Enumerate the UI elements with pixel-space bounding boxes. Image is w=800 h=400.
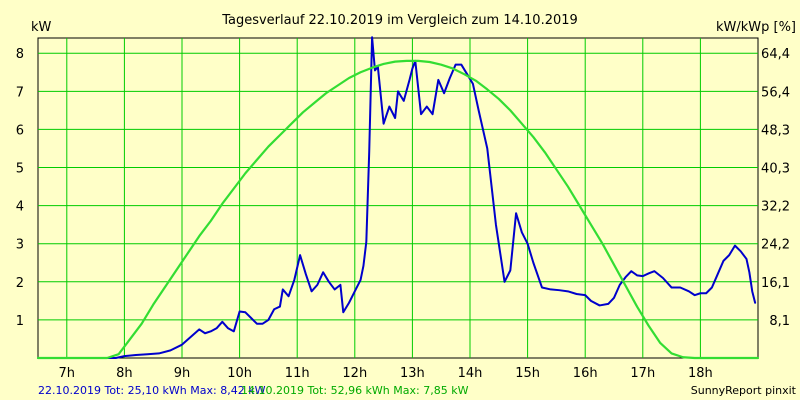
footer-series-2-summary: 14.10.2019 Tot: 52,96 kWh Max: 7,85 kW (241, 384, 469, 397)
left-y-tick-label: 4 (16, 200, 24, 215)
x-tick-label: 8h (116, 366, 133, 381)
axis-layer: 7h 8h 9h 10h 11h 12h 13h 14h 15h 16h 17h 18h 1 2 3 4 5 6 7… (16, 47, 790, 381)
series-14-10-2019-line (36, 59, 760, 360)
right-y-tick-label: 64,4 (761, 47, 790, 62)
right-y-tick-label: 56,4 (761, 85, 790, 100)
x-tick-label: 13h (400, 366, 425, 381)
right-y-tick-label: 8,1 (769, 314, 790, 329)
left-y-tick-label: 3 (16, 238, 24, 253)
footer-credit: SunnyReport pinxit (691, 384, 797, 397)
x-tick-label: 10h (227, 366, 252, 381)
x-tick-label: 14h (458, 366, 483, 381)
left-y-tick-label: 2 (16, 276, 24, 291)
left-y-tick-label: 7 (16, 85, 24, 100)
x-tick-label: 17h (630, 366, 655, 381)
right-axis-unit: kW/kWp [%] (716, 20, 796, 35)
plot-area-border (37, 37, 759, 359)
series-layer (36, 36, 760, 360)
left-axis-unit: kW (31, 20, 52, 35)
grid-layer (37, 37, 759, 359)
left-y-tick-label: 8 (16, 47, 24, 62)
footer-series-1-summary: 22.10.2019 Tot: 25,10 kWh Max: 8,42 kW (38, 384, 266, 397)
left-y-tick-label: 6 (16, 123, 24, 138)
right-y-tick-label: 48,3 (761, 123, 790, 138)
x-tick-label: 11h (285, 366, 310, 381)
x-tick-label: 12h (342, 366, 367, 381)
x-tick-label: 18h (688, 366, 713, 381)
right-y-tick-label: 32,2 (761, 200, 790, 215)
x-tick-label: 9h (174, 366, 191, 381)
left-y-tick-label: 5 (16, 162, 24, 177)
left-y-tick-label: 1 (16, 314, 24, 329)
right-y-tick-label: 16,1 (761, 276, 790, 291)
right-y-tick-label: 40,3 (761, 162, 790, 177)
x-tick-label: 15h (515, 366, 540, 381)
right-y-tick-label: 24,2 (761, 238, 790, 253)
x-tick-label: 7h (59, 366, 76, 381)
series-22-10-2019-line (37, 36, 757, 359)
chart-title: Tagesverlauf 22.10.2019 im Vergleich zum… (221, 13, 578, 28)
x-tick-label: 16h (573, 366, 598, 381)
